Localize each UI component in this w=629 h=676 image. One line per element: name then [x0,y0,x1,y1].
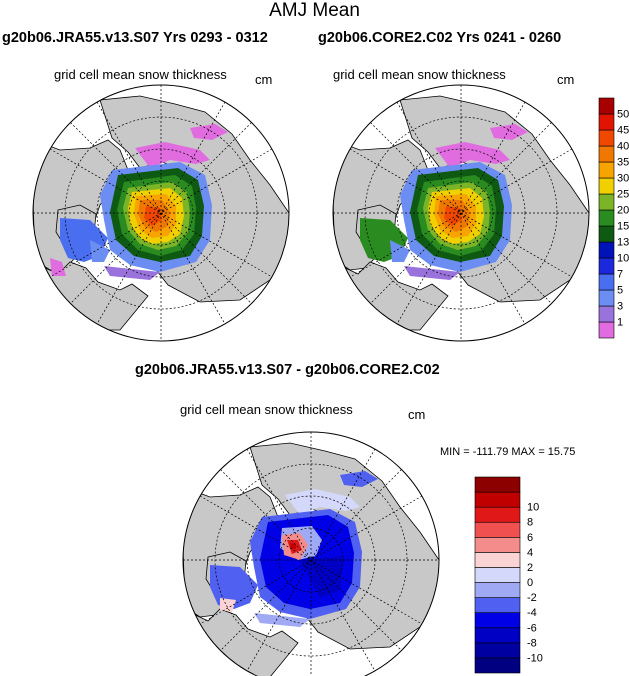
colorbar-box [474,506,521,523]
colorbar-tick-label: 1 [617,317,623,329]
colorbar-tick-label: 35 [617,157,629,169]
colorbar-tick-label: -8 [527,637,537,649]
graticule-diff [183,432,439,676]
colorbar-tick-label: 20 [617,205,629,217]
colorbar-box [474,521,521,538]
colorbar-box [598,161,615,179]
diff-min-max: MIN = -111.79 MAX = 15.75 [440,446,576,458]
colorbar-tick-label: 4 [527,547,533,559]
colorbar-box [598,257,615,275]
panel-diff-subtitle: grid cell mean snow thickness [180,402,353,417]
colorbar-tick-label: 30 [617,173,629,185]
colorbar-box [474,612,521,629]
colorbar-tick-label: 7 [617,269,623,281]
colorbar-box [598,321,615,339]
colorbar-box [598,129,615,147]
panel-diff-title: g20b06.JRA55.v13.S07 - g20b06.CORE2.C02 [135,362,440,378]
colorbar-tick-label: 5 [617,285,623,297]
colorbar-box [598,113,615,131]
colorbar-tick-label: 25 [617,189,629,201]
panel-right-subtitle: grid cell mean snow thickness [333,67,506,82]
colorbar-box [474,552,521,568]
colorbar-tick-label: -2 [527,592,537,604]
colorbar-tick-label: 10 [527,502,539,514]
colorbar-box [474,627,521,644]
graticule-left [33,85,289,341]
colorbar-box [598,225,615,243]
colorbar-box [598,241,615,259]
colorbar-tick-label: 0 [527,577,533,589]
colorbar-tick-label: 8 [527,517,533,529]
colorbar-difference: -10 -8 -6 -4 -2 0 2 4 6 8 10 [474,476,543,674]
map-left [33,85,289,341]
colorbar-tick-label: -6 [527,622,537,634]
colorbar-box [598,273,615,291]
colorbar-box [474,597,521,613]
map-difference [183,432,439,676]
colorbar-tick-label: 3 [617,301,623,313]
map-right [333,85,589,341]
colorbar-box [474,657,521,674]
colorbar-tick-label: 2 [527,562,533,574]
colorbar-box [598,193,615,211]
colorbar-tick-label: 10 [617,253,629,265]
colorbar-tick-label: 40 [617,141,629,153]
colorbar-box [598,177,615,195]
colorbar-tick-label: 50 [617,109,629,121]
colorbar-box [474,476,521,493]
colorbar-box [474,537,521,553]
colorbar-tick-label: -10 [527,652,543,664]
panel-left-units: cm [255,72,273,87]
colorbar-box [598,145,615,163]
panel-right-units: cm [557,72,575,87]
panel-right-title: g20b06.CORE2.C02 Yrs 0241 - 0260 [318,30,562,46]
main-title: AMJ Mean [269,0,360,21]
colorbar-tick-label: 15 [617,221,629,233]
colorbar-tick-label: 13 [617,237,629,249]
graticule-right [333,85,589,341]
colorbar-box [598,289,615,307]
colorbar-box [474,567,521,583]
colorbar-box [474,582,521,598]
colorbar-tick-label: 6 [527,532,533,544]
colorbar-box [598,97,615,115]
colorbar-box [598,209,615,227]
panel-left-title: g20b06.JRA55.v13.S07 Yrs 0293 - 0312 [2,30,268,46]
colorbar-tick-label: 45 [617,125,629,137]
colorbar-box [474,642,521,659]
colorbar-box [474,491,521,508]
colorbar-tick-label: -4 [527,607,537,619]
panel-left-subtitle: grid cell mean snow thickness [54,67,227,82]
panel-diff-units: cm [408,407,426,422]
colorbar-box [598,305,615,323]
